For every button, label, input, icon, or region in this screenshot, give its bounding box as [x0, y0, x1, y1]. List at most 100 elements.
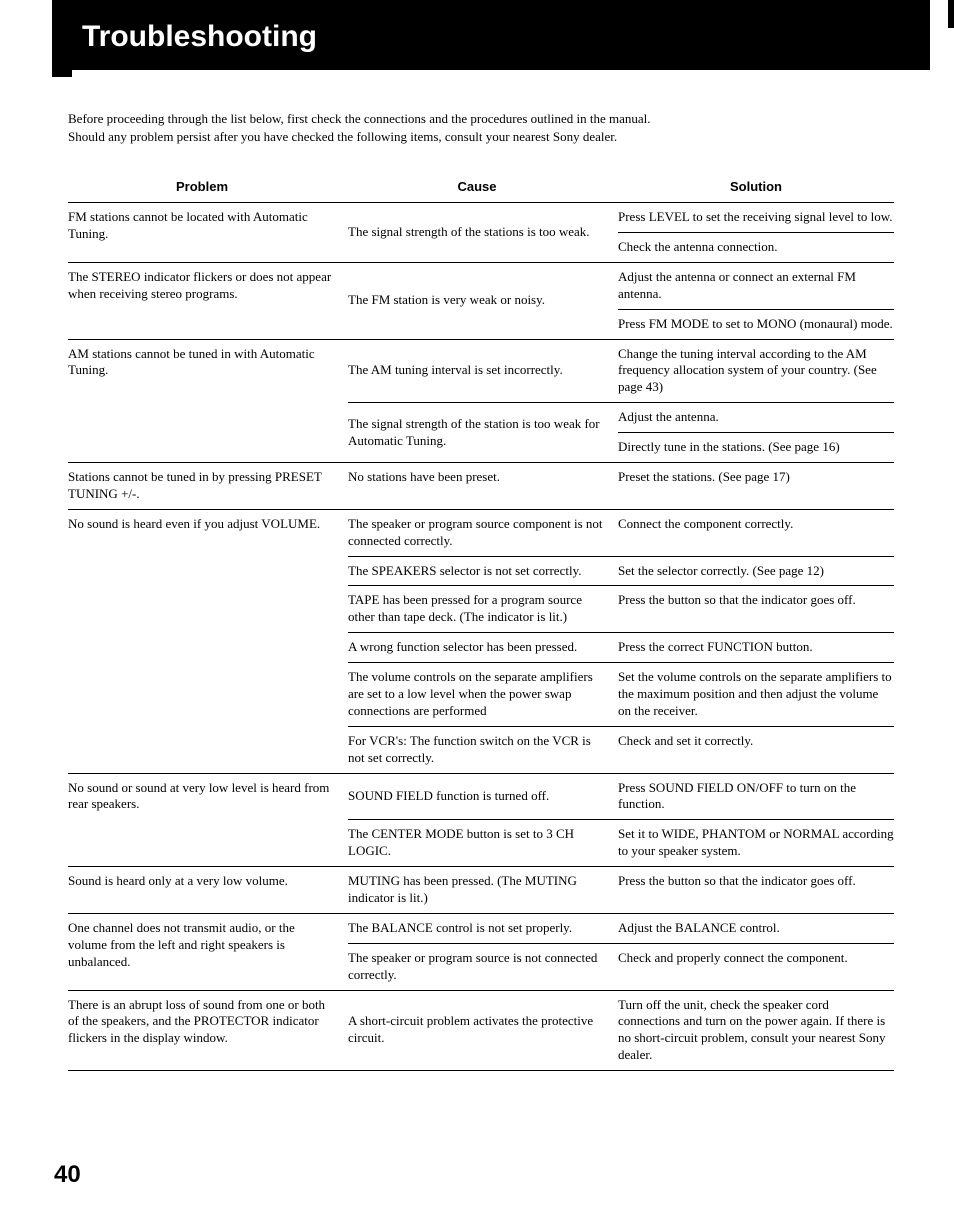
table-row: One channel does not transmit audio, or … [68, 914, 894, 991]
cause-cell: The speaker or program source is not con… [348, 943, 618, 990]
solution-stack: Press the button so that the indicator g… [618, 585, 894, 632]
cause-cell: The SPEAKERS selector is not set correct… [348, 556, 618, 586]
table-row: The STEREO indicator flickers or does no… [68, 263, 894, 340]
problem-cell: The STEREO indicator flickers or does no… [68, 263, 348, 339]
solution-cell: Press the correct FUNCTION button. [618, 632, 894, 662]
solution-cell: Press the button so that the indicator g… [618, 585, 894, 615]
problem-cell: Stations cannot be tuned in by pressing … [68, 463, 348, 509]
left-tab-mark [52, 0, 72, 77]
cause-row: A wrong function selector has been press… [348, 632, 894, 662]
table-row: AM stations cannot be tuned in with Auto… [68, 340, 894, 463]
cause-row: The speaker or program source component … [348, 510, 894, 556]
header-bar: Troubleshooting [60, 0, 930, 70]
cause-solution-stack: A short-circuit problem activates the pr… [348, 991, 894, 1071]
solution-cell: Preset the stations. (See page 17) [618, 463, 894, 492]
solution-stack: Adjust the antenna.Directly tune in the … [618, 402, 894, 462]
header-solution: Solution [618, 179, 894, 194]
cause-cell: For VCR's: The function switch on the VC… [348, 726, 618, 773]
cause-solution-stack: The signal strength of the stations is t… [348, 203, 894, 262]
problem-cell: No sound is heard even if you adjust VOL… [68, 510, 348, 773]
cause-cell: The CENTER MODE button is set to 3 CH LO… [348, 819, 618, 866]
solution-cell: Set the selector correctly. (See page 12… [618, 556, 894, 586]
solution-stack: Check and properly connect the component… [618, 943, 894, 990]
page-title: Troubleshooting [82, 20, 930, 54]
table-header-row: Problem Cause Solution [68, 173, 894, 203]
cause-cell: The FM station is very weak or noisy. [348, 263, 618, 339]
cause-cell: A short-circuit problem activates the pr… [348, 991, 618, 1071]
solution-cell: Connect the component correctly. [618, 510, 894, 539]
solution-cell: Directly tune in the stations. (See page… [618, 432, 894, 462]
page-number: 40 [54, 1161, 954, 1189]
solution-cell: Adjust the antenna or connect an externa… [618, 263, 894, 309]
cause-solution-stack: The AM tuning interval is set incorrectl… [348, 340, 894, 462]
cause-row: TAPE has been pressed for a program sour… [348, 585, 894, 632]
problem-cell: No sound or sound at very low level is h… [68, 774, 348, 867]
header-cause: Cause [348, 179, 618, 194]
cause-row: A short-circuit problem activates the pr… [348, 991, 894, 1071]
table-row: Sound is heard only at a very low volume… [68, 867, 894, 914]
cause-row: SOUND FIELD function is turned off.Press… [348, 774, 894, 820]
cause-row: The CENTER MODE button is set to 3 CH LO… [348, 819, 894, 866]
cause-solution-stack: SOUND FIELD function is turned off.Press… [348, 774, 894, 867]
solution-cell: Check the antenna connection. [618, 232, 894, 262]
solution-stack: Change the tuning interval according to … [618, 340, 894, 403]
solution-stack: Press the correct FUNCTION button. [618, 632, 894, 662]
solution-cell: Turn off the unit, check the speaker cor… [618, 991, 894, 1071]
cause-cell: The AM tuning interval is set incorrectl… [348, 340, 618, 403]
solution-cell: Set the volume controls on the separate … [618, 662, 894, 726]
table-row: There is an abrupt loss of sound from on… [68, 991, 894, 1072]
solution-stack: Connect the component correctly. [618, 510, 894, 556]
solution-cell: Check and set it correctly. [618, 726, 894, 756]
cause-row: The FM station is very weak or noisy.Adj… [348, 263, 894, 339]
cause-row: The volume controls on the separate ampl… [348, 662, 894, 726]
solution-cell: Press the button so that the indicator g… [618, 867, 894, 896]
cause-cell: No stations have been preset. [348, 463, 618, 492]
intro-text: Before proceeding through the list below… [68, 110, 894, 145]
problem-cell: AM stations cannot be tuned in with Auto… [68, 340, 348, 462]
cause-solution-stack: The FM station is very weak or noisy.Adj… [348, 263, 894, 339]
solution-stack: Adjust the BALANCE control. [618, 914, 894, 943]
problem-cell: FM stations cannot be located with Autom… [68, 203, 348, 262]
problem-cell: There is an abrupt loss of sound from on… [68, 991, 348, 1071]
troubleshooting-table: Problem Cause Solution FM stations canno… [68, 173, 894, 1071]
cause-cell: TAPE has been pressed for a program sour… [348, 585, 618, 632]
solution-stack: Check and set it correctly. [618, 726, 894, 773]
cause-row: MUTING has been pressed. (The MUTING ind… [348, 867, 894, 913]
header-problem: Problem [68, 179, 348, 194]
solution-stack: Turn off the unit, check the speaker cor… [618, 991, 894, 1071]
solution-stack: Preset the stations. (See page 17) [618, 463, 894, 492]
cause-solution-stack: No stations have been preset.Preset the … [348, 463, 894, 509]
problem-cell: Sound is heard only at a very low volume… [68, 867, 348, 913]
solution-cell: Set it to WIDE, PHANTOM or NORMAL accord… [618, 819, 894, 866]
table-row: Stations cannot be tuned in by pressing … [68, 463, 894, 510]
solution-stack: Press the button so that the indicator g… [618, 867, 894, 913]
solution-cell: Adjust the antenna. [618, 402, 894, 432]
solution-cell: Adjust the BALANCE control. [618, 914, 894, 943]
cause-row: No stations have been preset.Preset the … [348, 463, 894, 492]
solution-stack: Set it to WIDE, PHANTOM or NORMAL accord… [618, 819, 894, 866]
cause-cell: The speaker or program source component … [348, 510, 618, 556]
solution-stack: Set the volume controls on the separate … [618, 662, 894, 726]
cause-solution-stack: MUTING has been pressed. (The MUTING ind… [348, 867, 894, 913]
cause-cell: The volume controls on the separate ampl… [348, 662, 618, 726]
solution-cell: Change the tuning interval according to … [618, 340, 894, 403]
cause-cell: The signal strength of the stations is t… [348, 203, 618, 262]
solution-cell: Press SOUND FIELD ON/OFF to turn on the … [618, 774, 894, 820]
cause-cell: The signal strength of the station is to… [348, 402, 618, 462]
cause-cell: A wrong function selector has been press… [348, 632, 618, 662]
cause-cell: The BALANCE control is not set properly. [348, 914, 618, 943]
page: Troubleshooting Before proceeding throug… [0, 0, 954, 1229]
cause-row: The speaker or program source is not con… [348, 943, 894, 990]
table-row: No sound is heard even if you adjust VOL… [68, 510, 894, 774]
table-row: FM stations cannot be located with Autom… [68, 203, 894, 263]
cause-row: The signal strength of the stations is t… [348, 203, 894, 262]
solution-cell: Press FM MODE to set to MONO (monaural) … [618, 309, 894, 339]
solution-cell: Check and properly connect the component… [618, 943, 894, 973]
right-edge-mark [948, 0, 954, 28]
intro-line-1: Before proceeding through the list below… [68, 110, 894, 128]
solution-stack: Press LEVEL to set the receiving signal … [618, 203, 894, 262]
cause-row: The AM tuning interval is set incorrectl… [348, 340, 894, 403]
table-body: FM stations cannot be located with Autom… [68, 203, 894, 1071]
cause-solution-stack: The BALANCE control is not set properly.… [348, 914, 894, 990]
cause-cell: MUTING has been pressed. (The MUTING ind… [348, 867, 618, 913]
